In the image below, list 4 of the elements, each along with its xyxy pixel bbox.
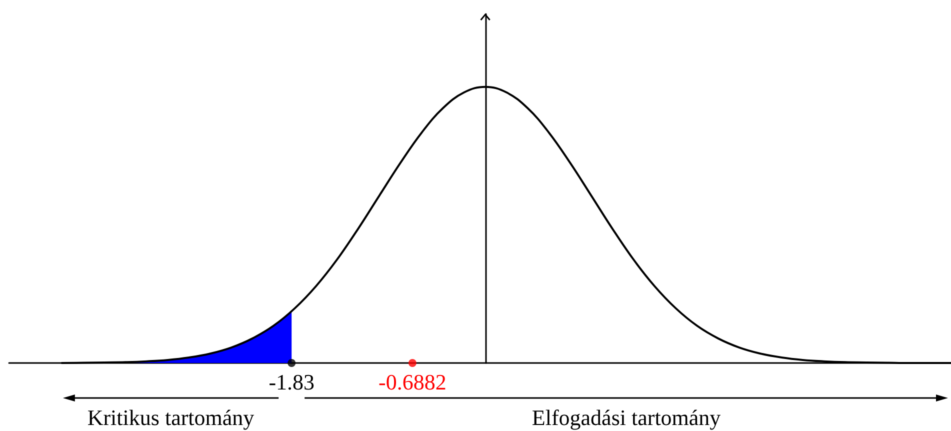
text: Kritikus tartomány [87,405,254,430]
x-tick-label: -0.6882 [378,370,446,394]
x-tick-label: -1.83 [268,370,315,394]
text: Elfogadási tartomány [532,405,721,430]
